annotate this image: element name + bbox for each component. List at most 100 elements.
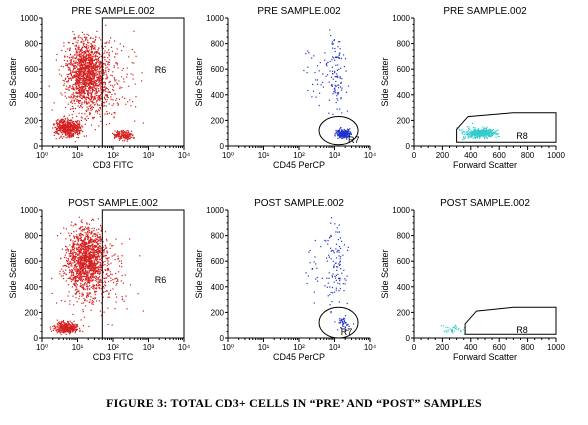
data-point <box>466 133 469 136</box>
data-point <box>87 243 89 245</box>
data-point <box>126 140 128 142</box>
data-point <box>67 48 69 50</box>
data-point <box>83 262 85 264</box>
data-point <box>127 137 130 139</box>
data-point <box>68 126 70 128</box>
data-point <box>88 102 90 104</box>
data-point <box>71 71 73 73</box>
data-point <box>88 34 90 36</box>
data-point <box>106 94 108 96</box>
data-point <box>83 50 85 53</box>
data-point <box>121 130 123 132</box>
data-point <box>91 233 93 235</box>
data-point <box>100 247 102 249</box>
data-point <box>81 90 83 92</box>
data-point <box>83 82 85 84</box>
data-point <box>345 133 347 135</box>
data-point <box>89 239 91 241</box>
data-point <box>113 77 115 79</box>
data-point <box>112 89 114 91</box>
data-point <box>89 81 91 83</box>
data-point <box>322 86 324 88</box>
data-point <box>485 135 487 137</box>
data-point <box>338 131 340 133</box>
data-point <box>75 50 77 52</box>
data-point <box>82 265 84 267</box>
data-point <box>90 59 93 61</box>
data-point <box>87 109 89 111</box>
data-point <box>88 231 90 233</box>
data-point <box>92 90 94 92</box>
data-point <box>90 278 92 280</box>
data-point <box>69 244 71 246</box>
data-point <box>103 72 105 74</box>
data-point <box>71 270 73 272</box>
data-point <box>66 130 69 132</box>
data-point <box>76 92 79 94</box>
data-point <box>74 71 76 73</box>
data-point <box>67 262 69 264</box>
data-point <box>78 49 80 51</box>
data-point <box>80 262 82 264</box>
data-point <box>104 269 106 271</box>
data-point <box>71 99 73 101</box>
data-point <box>93 276 95 278</box>
data-point <box>466 133 468 135</box>
data-point <box>82 284 84 286</box>
data-point <box>79 275 81 277</box>
data-point <box>64 92 66 94</box>
data-point <box>92 266 94 268</box>
data-point <box>58 137 60 139</box>
data-point <box>82 288 84 290</box>
data-point <box>487 129 489 131</box>
data-point <box>336 76 338 78</box>
data-point <box>73 329 75 331</box>
data-point <box>59 121 61 123</box>
data-point <box>334 90 336 92</box>
data-point <box>339 76 341 78</box>
data-point <box>103 72 105 74</box>
data-point <box>114 80 116 82</box>
data-point <box>75 121 77 123</box>
x-axis-label: CD3 FITC <box>93 160 134 170</box>
data-point <box>78 290 80 293</box>
data-point <box>60 136 62 138</box>
data-point <box>95 80 98 82</box>
data-point <box>89 92 91 94</box>
data-point <box>76 52 78 54</box>
data-point <box>82 70 84 73</box>
data-point <box>70 135 72 137</box>
data-point <box>76 128 78 130</box>
data-point <box>98 98 100 100</box>
data-point <box>334 70 336 72</box>
data-point <box>325 75 327 77</box>
data-point <box>348 135 351 137</box>
data-point <box>489 129 491 131</box>
data-point <box>335 129 337 132</box>
data-point <box>82 44 85 46</box>
data-point <box>64 115 66 117</box>
data-point <box>75 44 77 46</box>
data-point <box>130 105 132 107</box>
data-point <box>72 135 74 137</box>
data-point <box>78 120 81 122</box>
data-point <box>89 70 91 72</box>
data-point <box>75 263 77 265</box>
data-point <box>86 275 88 277</box>
data-point <box>85 242 87 244</box>
data-point <box>83 244 85 246</box>
data-point <box>97 59 99 61</box>
data-point <box>59 125 62 127</box>
data-point <box>91 94 93 96</box>
data-point <box>78 260 80 262</box>
data-point <box>477 134 479 136</box>
data-point <box>110 98 112 100</box>
data-point <box>92 273 94 275</box>
data-point <box>340 57 342 60</box>
data-point <box>88 84 90 86</box>
data-point <box>132 78 134 80</box>
data-point <box>85 89 88 91</box>
data-point <box>72 88 74 90</box>
data-point <box>343 137 345 139</box>
data-point <box>322 73 324 75</box>
